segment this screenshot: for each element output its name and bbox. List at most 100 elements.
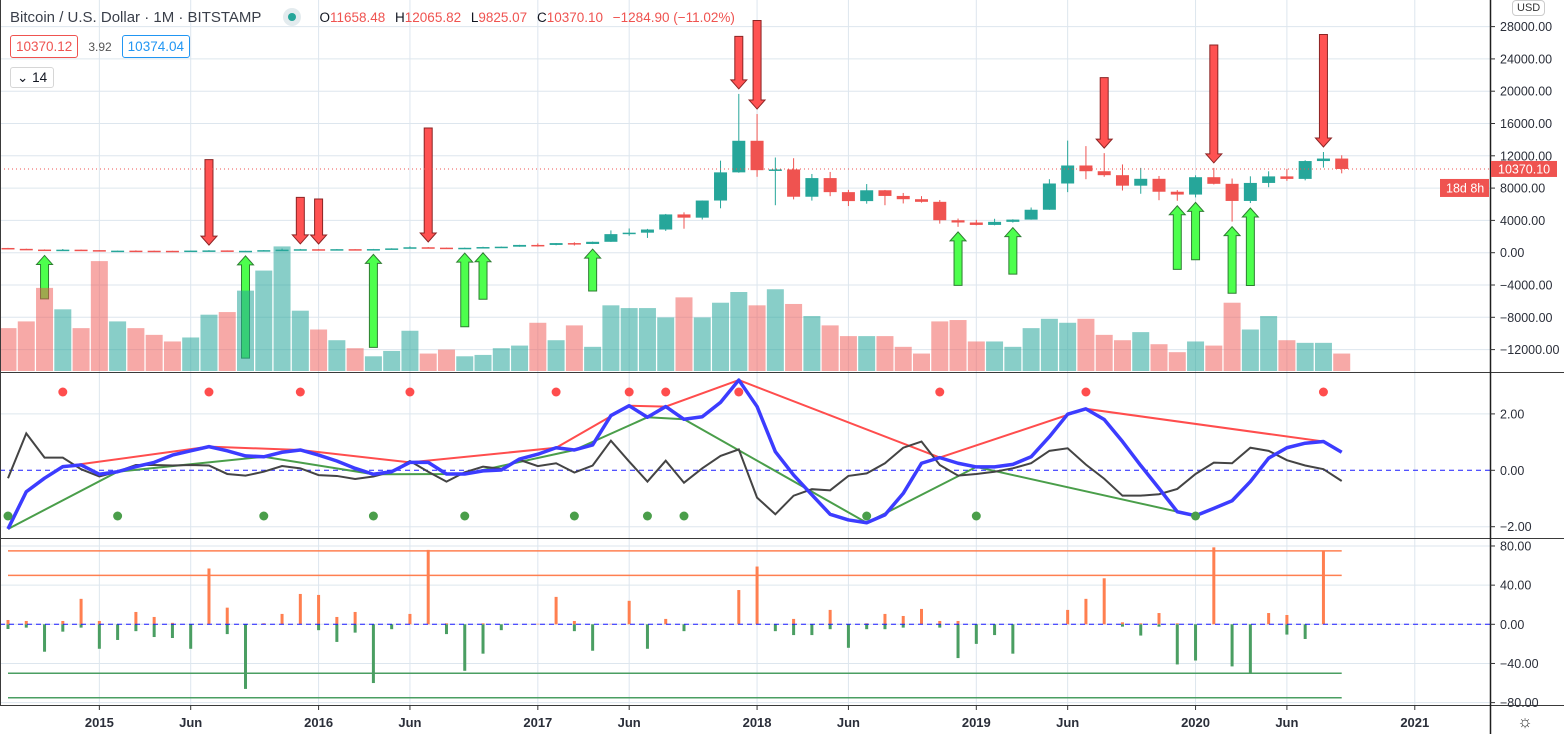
candle-body bbox=[1097, 171, 1111, 176]
candle-body bbox=[1298, 161, 1312, 179]
pivot-high-dot bbox=[204, 387, 214, 397]
price-axis-label: 12000.00 bbox=[1500, 149, 1552, 163]
volume-bar bbox=[1205, 345, 1223, 371]
pivot-high-dot bbox=[295, 387, 305, 397]
histogram-bar-positive bbox=[828, 609, 832, 625]
volume-bar bbox=[310, 329, 328, 371]
candle-body bbox=[1262, 176, 1276, 183]
candle-body bbox=[1, 247, 15, 250]
histogram-bar-positive bbox=[920, 608, 923, 625]
histogram-bar-negative bbox=[1120, 624, 1124, 627]
volume-bar bbox=[712, 302, 730, 371]
volume-bar bbox=[90, 261, 108, 371]
candle-body bbox=[1280, 176, 1294, 179]
histogram-axis-label: 80.00 bbox=[1500, 539, 1531, 553]
histogram-bar-positive bbox=[335, 616, 339, 625]
histogram-bar-positive bbox=[134, 611, 138, 625]
histogram-bar-negative bbox=[152, 624, 156, 638]
sell-arrow-icon bbox=[419, 127, 438, 243]
volume-bar bbox=[54, 309, 72, 371]
candle-body bbox=[841, 192, 855, 202]
pivot-low-dot bbox=[1191, 511, 1201, 521]
volume-bar bbox=[547, 340, 565, 371]
pivot-low-dot bbox=[679, 511, 689, 521]
histogram-bar-negative bbox=[645, 624, 649, 649]
volume-bar bbox=[803, 316, 821, 371]
time-axis-label: 2021 bbox=[1400, 715, 1429, 730]
histogram-bar-negative bbox=[1248, 624, 1252, 674]
pivot-low-dot bbox=[642, 511, 652, 521]
indicator-toggle-button[interactable]: ⌄ 14 bbox=[10, 67, 55, 88]
histogram-bar-negative bbox=[828, 624, 832, 630]
sell-arrow-icon bbox=[1204, 44, 1223, 164]
volume-bar bbox=[456, 356, 474, 371]
volume-bar bbox=[839, 336, 857, 371]
price-axis-label: −8000.00 bbox=[1500, 311, 1553, 325]
price-axis-label: −4000.00 bbox=[1500, 279, 1553, 293]
histogram-bar-positive bbox=[1321, 550, 1325, 625]
volume-bar bbox=[675, 297, 693, 371]
countdown-label: 18d 8h bbox=[1446, 181, 1484, 195]
pivot-low-dot bbox=[569, 511, 579, 521]
price-pane[interactable] bbox=[0, 20, 1490, 371]
high-label: H bbox=[395, 9, 405, 25]
candle-body bbox=[787, 169, 801, 197]
candle-body bbox=[494, 246, 508, 249]
volume-bar bbox=[1077, 318, 1095, 371]
pivot-high-dot bbox=[405, 387, 415, 397]
volume-bar bbox=[1296, 342, 1314, 371]
histogram-bar-positive bbox=[170, 622, 174, 625]
pivot-low-dot bbox=[460, 511, 470, 521]
volume-bar bbox=[182, 337, 200, 371]
candle-body bbox=[1152, 178, 1166, 192]
histogram-bar-positive bbox=[901, 615, 905, 625]
candle-body bbox=[19, 248, 33, 251]
buy-arrow-icon bbox=[364, 253, 383, 348]
pivot-low-dot bbox=[113, 511, 123, 521]
histogram-pane[interactable] bbox=[0, 547, 1490, 699]
volume-bar bbox=[419, 353, 437, 371]
histogram-bar-negative bbox=[463, 624, 467, 671]
pivot-high-dot bbox=[551, 387, 561, 397]
volume-bar bbox=[1022, 328, 1040, 371]
price-axis-label: 0.00 bbox=[1500, 246, 1524, 260]
oscillator-pane[interactable] bbox=[0, 378, 1490, 530]
time-axis-label: Jun bbox=[1056, 715, 1079, 730]
gear-icon[interactable]: ☼ bbox=[1517, 712, 1533, 731]
histogram-bar-negative bbox=[1303, 624, 1307, 639]
currency-button[interactable]: USD bbox=[1512, 0, 1546, 16]
candle-body bbox=[1189, 177, 1203, 195]
time-axis-label: Jun bbox=[179, 715, 202, 730]
histogram-bar-negative bbox=[883, 624, 887, 630]
volume-bar bbox=[364, 356, 382, 371]
histogram-bar-positive bbox=[207, 568, 211, 625]
volume-bar bbox=[913, 353, 930, 371]
buy-price-button[interactable]: 10374.04 bbox=[121, 35, 190, 58]
candle-body bbox=[513, 244, 527, 247]
histogram-bar-positive bbox=[792, 618, 796, 625]
volume-bar bbox=[17, 321, 35, 371]
time-axis-label: 2019 bbox=[962, 715, 991, 730]
volume-bar bbox=[511, 345, 529, 371]
symbol-title[interactable]: Bitcoin / U.S. Dollar · 1M · BITSTAMP bbox=[10, 8, 262, 26]
histogram-bar-positive bbox=[298, 593, 302, 625]
candle-body bbox=[951, 220, 965, 223]
candle-body bbox=[1042, 183, 1056, 210]
histogram-bar-positive bbox=[1175, 623, 1179, 625]
histogram-bar-negative bbox=[371, 624, 375, 684]
open-value: 11658.48 bbox=[329, 9, 386, 25]
histogram-bar-negative bbox=[43, 624, 47, 652]
histogram-bar-positive bbox=[79, 598, 83, 625]
volume-bar bbox=[200, 314, 218, 371]
candle-body bbox=[1134, 178, 1148, 186]
sell-price-button[interactable]: 10370.12 bbox=[10, 35, 79, 58]
histogram-bar-positive bbox=[1120, 622, 1124, 625]
time-axis-label: 2020 bbox=[1181, 715, 1210, 730]
histogram-bar-negative bbox=[335, 624, 339, 642]
histogram-bar-positive bbox=[1267, 613, 1271, 625]
candle-body bbox=[677, 214, 691, 218]
histogram-bar-negative bbox=[79, 624, 83, 628]
time-axis-label: Jun bbox=[398, 715, 421, 730]
candle-body bbox=[220, 250, 234, 252]
